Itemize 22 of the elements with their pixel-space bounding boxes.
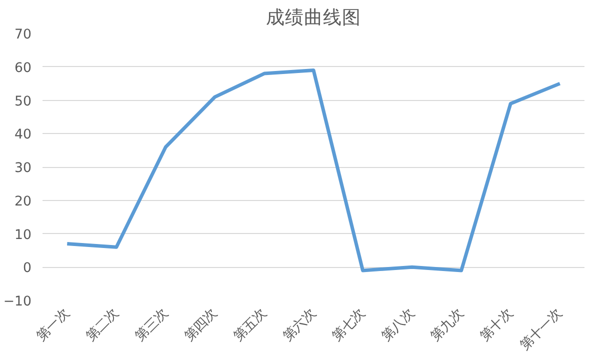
y-tick-label: 70 <box>14 28 32 42</box>
line-series <box>65 68 562 272</box>
x-tick-label: 第十一次 <box>518 306 566 354</box>
y-tick-label: 10 <box>14 228 32 243</box>
y-tick-label: 60 <box>14 60 32 76</box>
x-tick-label: 第十次 <box>478 306 516 344</box>
y-tick-label: 50 <box>14 94 32 110</box>
y-tick-label: 30 <box>14 161 32 176</box>
x-tick-label: 第九次 <box>428 306 467 344</box>
x-tick-label: 第八次 <box>379 306 418 344</box>
y-tick-label: 0 <box>23 261 32 276</box>
x-tick-label: 第六次 <box>280 306 319 344</box>
y-tick-label: −10 <box>3 294 32 310</box>
y-tick-label: 20 <box>14 194 32 210</box>
y-tick-label: 40 <box>14 128 32 143</box>
x-tick-label: 第七次 <box>330 306 368 344</box>
x-tick-label: 第二次 <box>84 306 122 344</box>
chart-title: 成绩曲线图 <box>266 8 361 28</box>
x-tick-label: 第四次 <box>182 306 220 344</box>
x-tick-label: 第五次 <box>231 306 270 344</box>
x-tick-label: 第三次 <box>132 306 171 344</box>
x-tick-label: 第一次 <box>34 306 72 344</box>
